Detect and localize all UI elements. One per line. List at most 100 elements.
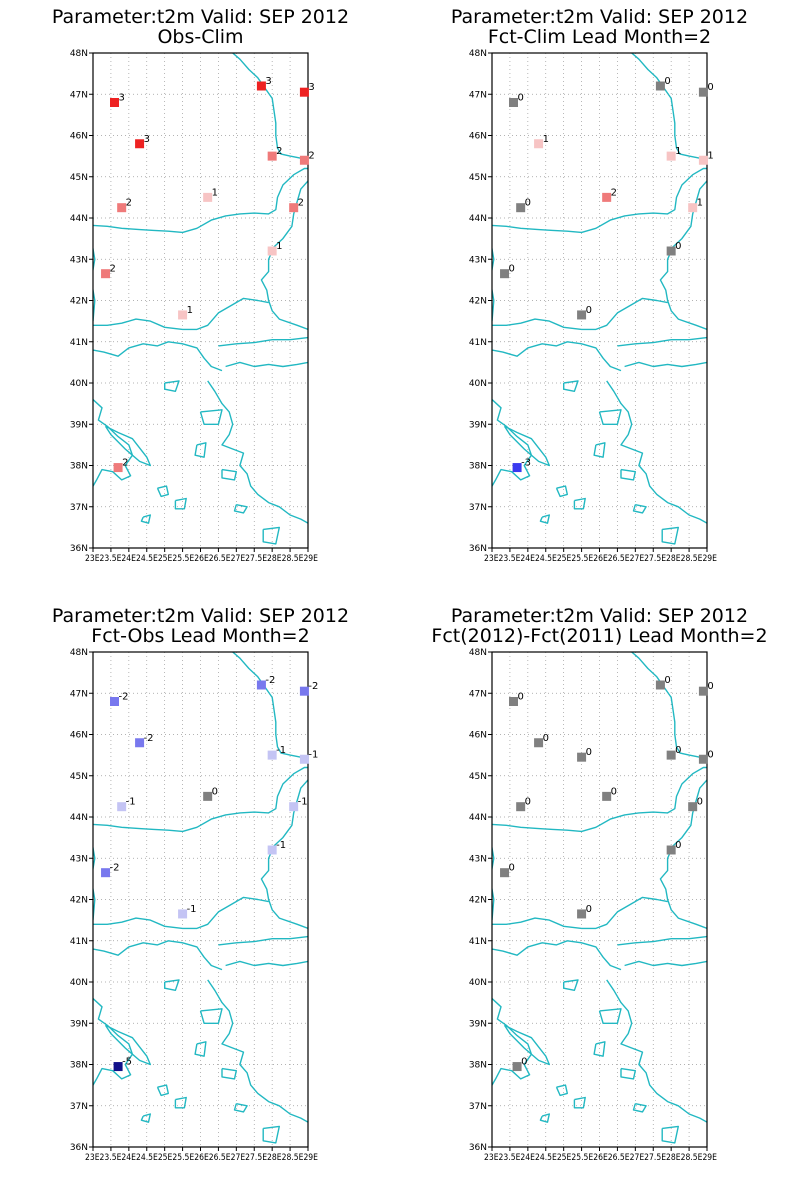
coastline: [164, 979, 180, 991]
station-marker: 0: [577, 305, 592, 320]
coastline: [262, 526, 280, 545]
y-tick-label: 44N: [469, 813, 487, 823]
coastline: [631, 652, 707, 760]
station-value-label: 1: [675, 146, 681, 157]
station-square: [698, 754, 708, 764]
y-tick-label: 37N: [70, 1102, 88, 1112]
y-tick-label: 36N: [469, 544, 487, 554]
x-tick-labels: 23E23.5E24E24.5E25E25.5E26E26.5E27E27.5E…: [484, 1153, 717, 1163]
coastline: [199, 409, 223, 425]
y-tick-label: 47N: [70, 689, 88, 699]
x-tick-labels: 23E23.5E24E24.5E25E25.5E26E26.5E27E27.5E…: [484, 554, 717, 564]
station-marker: -2: [101, 863, 120, 878]
y-tick-label: 40N: [469, 978, 487, 988]
station-square: [577, 752, 587, 762]
y-tick-label: 44N: [70, 214, 88, 224]
coastline: [598, 409, 622, 425]
coastline: [93, 896, 269, 930]
station-marker: 1: [267, 241, 283, 256]
station-marker: 0: [512, 1057, 527, 1072]
coastline: [555, 485, 568, 498]
coastline: [93, 341, 223, 372]
station-marker: -1: [117, 797, 136, 812]
coastline: [156, 485, 169, 498]
station-square: [512, 463, 522, 473]
y-tick-label: 40N: [70, 379, 88, 389]
y-tick-label: 36N: [70, 1143, 88, 1153]
station-marker: -1: [267, 745, 286, 760]
coastline: [624, 361, 707, 368]
station-value-label: -1: [276, 745, 286, 756]
map-plot-area: 36N 37N 38N 39N 40N 41N 42N 43N 44N 45N 46N 47N 48N 2…: [469, 648, 717, 1163]
y-tick-label: 36N: [70, 544, 88, 554]
station-marker: 0: [509, 692, 524, 706]
station-value-label: 0: [586, 305, 592, 316]
coastline: [164, 380, 180, 392]
station-square: [110, 98, 119, 107]
station-value-label: 0: [525, 797, 531, 808]
coastline: [492, 997, 533, 1086]
coastline: [93, 940, 223, 971]
station-square: [698, 686, 708, 696]
station-square: [117, 802, 127, 812]
coastline: [93, 218, 96, 322]
station-value-label: 1: [276, 241, 282, 252]
y-tick-label: 48N: [469, 648, 487, 658]
station-marker: 0: [516, 797, 531, 812]
station-square: [289, 203, 299, 213]
station-square: [577, 310, 587, 320]
coastline: [207, 380, 308, 524]
station-value-label: -2: [119, 692, 129, 703]
y-tick-label: 44N: [469, 214, 487, 224]
y-tick-label: 43N: [469, 854, 487, 864]
coastline: [492, 766, 707, 833]
y-tick-label: 46N: [70, 731, 88, 741]
station-value-label: 0: [675, 840, 681, 851]
panel-subtitle: Fct-Clim Lead Month=2: [488, 26, 711, 48]
coastline: [632, 504, 647, 514]
station-marker: 3: [299, 82, 315, 97]
station-marker: 1: [666, 146, 682, 161]
coastline: [140, 1113, 151, 1123]
station-value-label: 1: [697, 198, 703, 209]
station-value-label: -1: [298, 797, 308, 808]
station-marker: 2: [299, 150, 315, 165]
station-value-label: 0: [664, 675, 670, 686]
y-tick-label: 39N: [70, 1019, 88, 1029]
station-square: [655, 680, 665, 690]
coastlines: [492, 652, 707, 1144]
station-square: [110, 697, 119, 706]
map-plot-area: 36N 37N 38N 39N 40N 41N 42N 43N 44N 45N 46N 47N 48N 2…: [70, 49, 318, 564]
station-value-label: 1: [707, 150, 713, 161]
station-value-label: 0: [543, 733, 549, 744]
y-tick-label: 39N: [469, 1019, 487, 1029]
station-marker: -2: [256, 675, 275, 690]
panel-subtitle: Obs-Clim: [157, 26, 243, 48]
coastline: [225, 361, 308, 368]
y-tick-label: 46N: [469, 731, 487, 741]
coastline: [93, 817, 96, 921]
station-square: [117, 203, 127, 213]
coastline: [140, 514, 151, 524]
y-tick-label: 38N: [469, 462, 487, 472]
station-marker: 1: [688, 198, 703, 213]
station-marker: 0: [655, 76, 671, 91]
station-marker: 0: [666, 840, 682, 855]
station-value-label: 3: [144, 134, 150, 145]
coastline: [232, 53, 308, 161]
coastline: [632, 1103, 647, 1113]
station-marker: 1: [698, 150, 714, 165]
station-square: [577, 909, 587, 919]
station-marker: 3: [135, 134, 150, 149]
station-marker: 0: [577, 904, 592, 919]
station-marker: -1: [267, 840, 286, 855]
station-value-label: 0: [664, 76, 670, 87]
station-value-label: 0: [509, 863, 515, 874]
station-value-label: 2: [110, 264, 116, 275]
coastline: [539, 1113, 550, 1123]
x-tick-labels: 23E23.5E24E24.5E25E25.5E26E26.5E27E27.5E…: [85, 1153, 318, 1163]
coastline: [93, 398, 134, 487]
coastline: [617, 336, 707, 347]
station-square: [299, 155, 309, 165]
y-tick-label: 41N: [70, 338, 88, 348]
